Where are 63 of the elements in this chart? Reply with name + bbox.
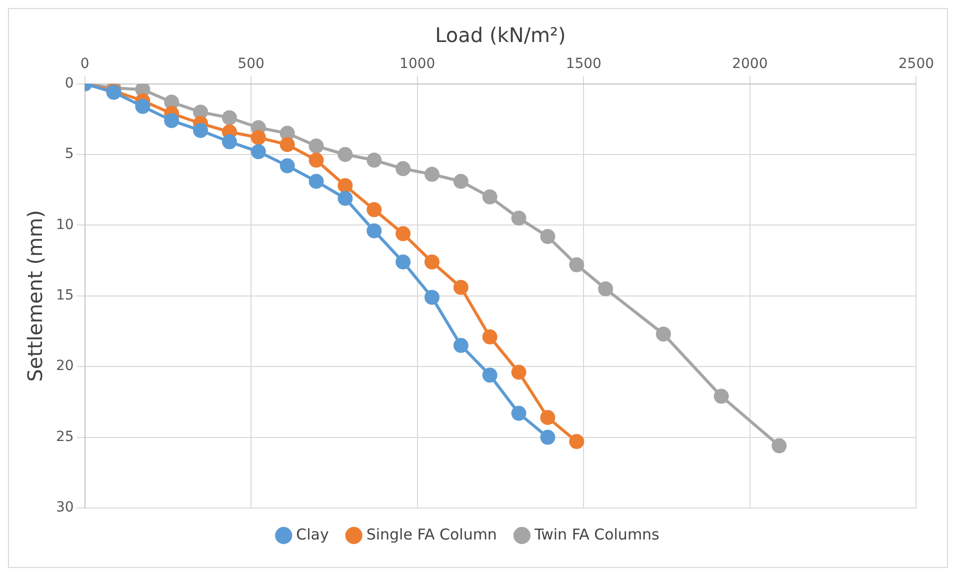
point xyxy=(482,329,498,344)
point xyxy=(366,202,382,218)
point xyxy=(338,190,353,206)
y-tick-label: 5 xyxy=(64,146,74,162)
x-axis-title: Load (kN/m²) xyxy=(435,23,566,48)
point xyxy=(714,388,729,404)
point xyxy=(511,406,526,421)
point xyxy=(569,434,584,450)
x-tick-label: 1500 xyxy=(566,56,602,72)
y-tick-label: 15 xyxy=(56,288,74,304)
point xyxy=(656,326,671,342)
point xyxy=(424,290,440,305)
point xyxy=(396,226,411,242)
point xyxy=(135,84,150,97)
x-tick-label: 2000 xyxy=(732,56,768,72)
point xyxy=(222,134,237,150)
legend-label: Twin FA Columns xyxy=(533,525,660,544)
x-tick-label: 2500 xyxy=(898,56,934,72)
point xyxy=(366,152,382,168)
x-tick-label: 0 xyxy=(80,56,90,72)
y-tick-label: 10 xyxy=(56,216,74,233)
point xyxy=(396,161,411,176)
point xyxy=(772,438,787,454)
y-tick-label: 30 xyxy=(56,500,74,516)
point xyxy=(453,338,468,353)
point xyxy=(511,364,526,380)
y-tick-label: 0 xyxy=(64,75,74,92)
point xyxy=(511,210,526,226)
point xyxy=(482,189,498,204)
point xyxy=(366,223,382,238)
point xyxy=(424,166,440,182)
point xyxy=(424,254,440,270)
point xyxy=(308,152,324,168)
point xyxy=(164,94,180,110)
y-axis-title: Settlement (mm) xyxy=(23,210,48,382)
point xyxy=(250,144,266,160)
point xyxy=(540,229,556,244)
legend-label: Clay xyxy=(296,525,329,544)
point xyxy=(308,138,324,154)
x-tick-label: 500 xyxy=(238,56,264,72)
y-tick-label: 20 xyxy=(56,358,74,374)
point xyxy=(453,280,468,295)
point xyxy=(338,147,353,162)
point xyxy=(308,174,324,189)
point xyxy=(338,178,353,194)
point xyxy=(135,98,150,114)
point xyxy=(250,130,266,146)
point xyxy=(598,281,614,296)
point xyxy=(453,174,468,189)
point xyxy=(540,410,556,426)
point xyxy=(193,104,208,120)
point xyxy=(280,158,295,174)
x-tick-label: 1000 xyxy=(400,56,436,72)
point xyxy=(193,122,208,138)
point xyxy=(280,137,295,152)
point xyxy=(482,368,498,383)
point xyxy=(164,113,180,128)
point xyxy=(569,257,584,272)
point xyxy=(396,254,411,270)
point xyxy=(222,110,237,126)
y-tick-label: 25 xyxy=(56,428,74,445)
legend-label: Single FA Column xyxy=(366,525,497,544)
point xyxy=(540,430,556,445)
